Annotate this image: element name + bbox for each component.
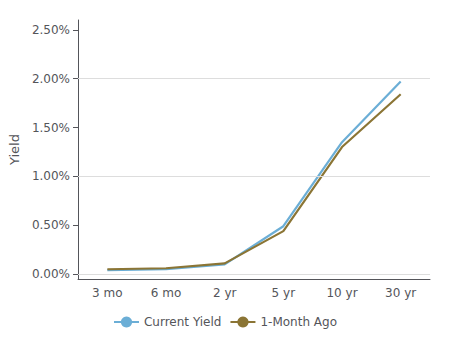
svg-text:5 yr: 5 yr: [272, 286, 296, 300]
svg-text:2.50%: 2.50%: [32, 23, 70, 37]
svg-text:Yield: Yield: [7, 134, 22, 166]
svg-text:1.50%: 1.50%: [32, 121, 70, 135]
svg-text:0.00%: 0.00%: [32, 267, 70, 281]
svg-text:Current Yield: Current Yield: [144, 315, 221, 329]
svg-text:0.50%: 0.50%: [32, 218, 70, 232]
svg-text:1.00%: 1.00%: [32, 169, 70, 183]
svg-text:6 mo: 6 mo: [151, 286, 181, 300]
svg-text:1-Month Ago: 1-Month Ago: [260, 315, 337, 329]
svg-text:30 yr: 30 yr: [385, 286, 416, 300]
svg-text:2.00%: 2.00%: [32, 72, 70, 86]
svg-text:3 mo: 3 mo: [92, 286, 122, 300]
svg-text:10 yr: 10 yr: [326, 286, 357, 300]
svg-text:2 yr: 2 yr: [213, 286, 237, 300]
